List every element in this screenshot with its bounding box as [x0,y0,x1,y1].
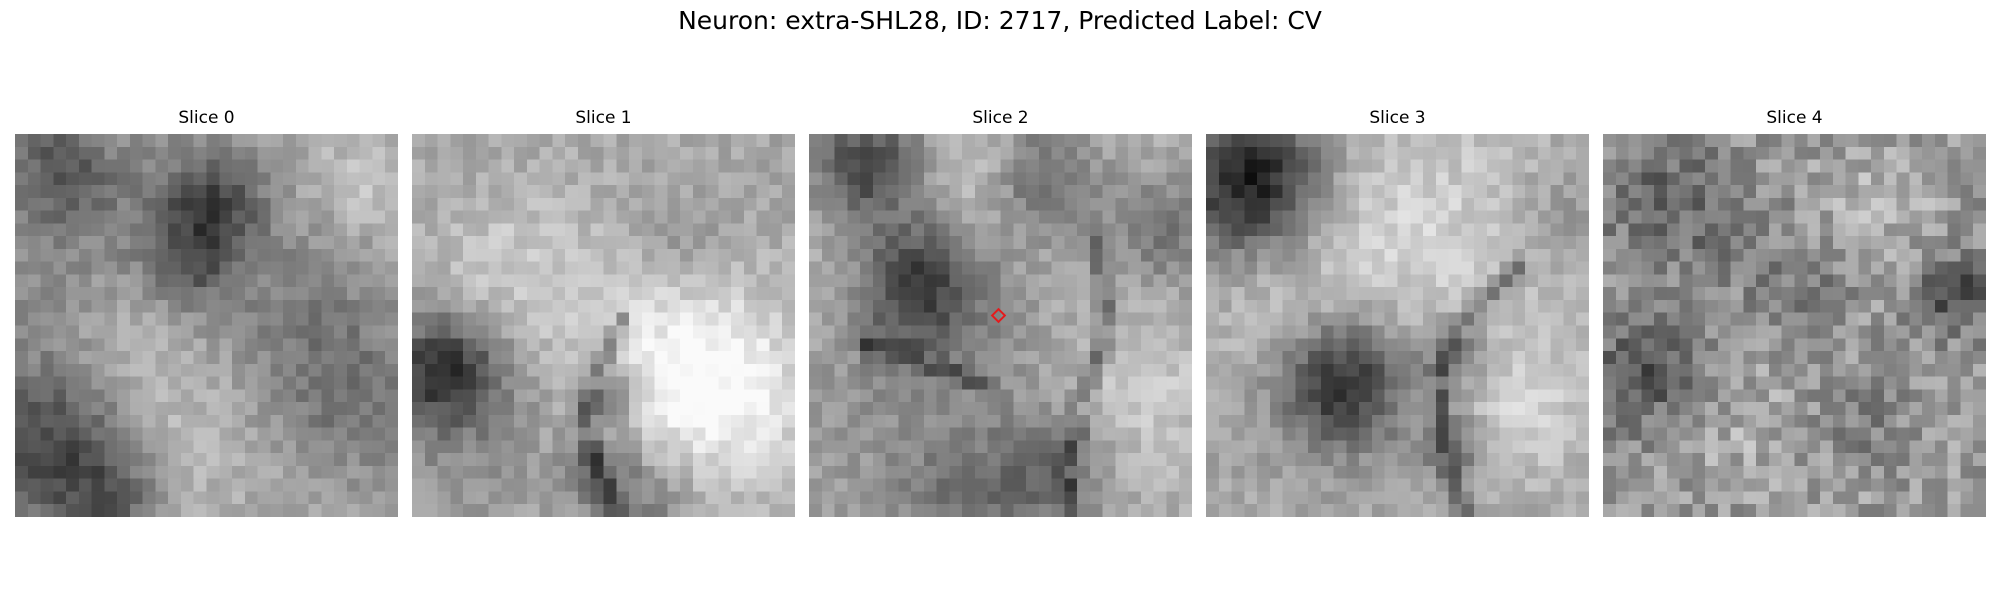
slice-panel-2: Slice 2 [809,108,1192,518]
slice-title: Slice 2 [809,108,1192,128]
figure-title: Neuron: extra-SHL28, ID: 2717, Predicted… [0,6,2000,35]
slice-image [1206,134,1589,517]
slice-title: Slice 4 [1603,108,1986,128]
slice-title: Slice 0 [15,108,398,128]
slice-title: Slice 1 [412,108,795,128]
slice-panel-0: Slice 0 [15,108,398,518]
slice-panel-3: Slice 3 [1206,108,1589,518]
slice-image [809,134,1192,517]
slice-image [15,134,398,517]
slice-panel-1: Slice 1 [412,108,795,518]
slice-image [1603,134,1986,517]
slice-title: Slice 3 [1206,108,1589,128]
slice-panel-4: Slice 4 [1603,108,1986,518]
slice-image [412,134,795,517]
